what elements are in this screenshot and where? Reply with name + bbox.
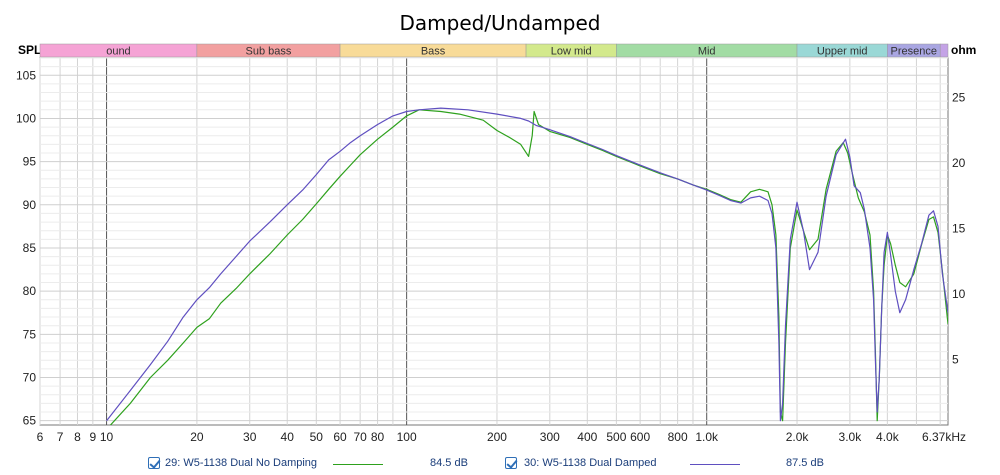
- legend-series-name: 30: W5-1138 Dual Damped: [524, 457, 657, 469]
- series-line-1: [106, 107, 948, 422]
- band-label: Mid: [698, 46, 716, 58]
- x-tick-label: 10: [100, 430, 114, 444]
- x-tick-label: 100: [397, 430, 417, 444]
- band-0: ound: [39, 43, 198, 58]
- band-label: Presence: [891, 46, 937, 58]
- y-tick-label: 105: [16, 68, 36, 82]
- band-6: Presence: [887, 43, 941, 58]
- x-tick-label: 60: [333, 430, 347, 444]
- frequency-bands: ound Sub bass Bass Low mid Mid Upper mid Prese…: [39, 43, 949, 58]
- x-tick-label: 9: [89, 430, 96, 444]
- checkbox-icon[interactable]: [148, 457, 160, 469]
- x-tick-label: 300: [540, 430, 560, 444]
- y2-tick-label: 15: [952, 221, 966, 235]
- y2-tick-label: 20: [952, 156, 966, 170]
- legend-line-swatch: [690, 464, 740, 465]
- band-label: Bass: [421, 46, 446, 58]
- x-tick-label: 8: [74, 430, 81, 444]
- x-tick-label: 30: [243, 430, 257, 444]
- x-tick-label: 6.37kHz: [922, 430, 966, 444]
- grid-lines: [39, 57, 948, 425]
- x-tick-label: 6: [37, 430, 44, 444]
- y-tick-label: 75: [23, 327, 37, 341]
- x-tick-label: 20: [190, 430, 204, 444]
- x-tick-label: 400: [577, 430, 597, 444]
- y-axis-label: SPL: [18, 43, 41, 57]
- y-tick-label: 70: [23, 371, 37, 385]
- y2-tick-label: 10: [952, 287, 966, 301]
- x-tick-label: 80: [371, 430, 385, 444]
- x-tick-label: 2.0k: [786, 430, 810, 444]
- y-tick-label: 80: [23, 284, 37, 298]
- legend-value: 84.5 dB: [430, 457, 468, 469]
- checkbox-icon[interactable]: [505, 457, 517, 469]
- y2-axis-label: ohm: [951, 43, 976, 57]
- y-tick-label: 90: [23, 198, 37, 212]
- y2-tick-labels: 5 10 15 20 25: [952, 90, 966, 366]
- x-tick-labels: 6 7 8 9 10 20 30 40 50 60 70 80 100 200 300 400 500 600 80…: [37, 430, 966, 444]
- legend-line-swatch: [333, 464, 383, 465]
- y-tick-label: 100: [16, 111, 36, 125]
- x-tick-label: 500: [606, 430, 626, 444]
- legend-value: 87.5 dB: [786, 457, 824, 469]
- band-label: Sub bass: [246, 46, 292, 58]
- band-7: [939, 43, 949, 58]
- y2-tick-label: 25: [952, 90, 966, 104]
- x-tick-label: 1.0k: [695, 430, 719, 444]
- band-2: Bass: [339, 43, 527, 58]
- chart-title: Damped/Undamped: [399, 11, 600, 35]
- x-tick-label: 3.0k: [839, 430, 863, 444]
- legend-series-name: 29: W5-1138 Dual No Damping: [165, 457, 318, 469]
- series-layer: [106, 107, 948, 425]
- plot-area: [39, 57, 949, 426]
- x-tick-label: 200: [487, 430, 507, 444]
- x-tick-label: 800: [668, 430, 688, 444]
- band-1: Sub bass: [196, 43, 341, 58]
- y-tick-labels: 65 70 75 80 85 90 95 100 105: [16, 68, 36, 427]
- y-tick-label: 95: [23, 155, 37, 169]
- x-tick-label: 50: [310, 430, 324, 444]
- y-tick-label: 85: [23, 241, 37, 255]
- band-rect: [939, 43, 949, 58]
- band-label: Upper mid: [817, 46, 868, 58]
- y-tick-label: 65: [23, 414, 37, 428]
- band-4: Mid: [616, 43, 798, 58]
- y2-tick-label: 5: [952, 352, 959, 366]
- x-tick-label: 70: [353, 430, 367, 444]
- band-5: Upper mid: [796, 43, 888, 58]
- x-tick-label: 600: [630, 430, 650, 444]
- band-label: Low mid: [551, 46, 592, 58]
- x-tick-label: 7: [57, 430, 64, 444]
- band-3: Low mid: [525, 43, 617, 58]
- band-label: ound: [106, 46, 130, 58]
- x-tick-label: 40: [281, 430, 295, 444]
- x-tick-label: 4.0k: [876, 430, 900, 444]
